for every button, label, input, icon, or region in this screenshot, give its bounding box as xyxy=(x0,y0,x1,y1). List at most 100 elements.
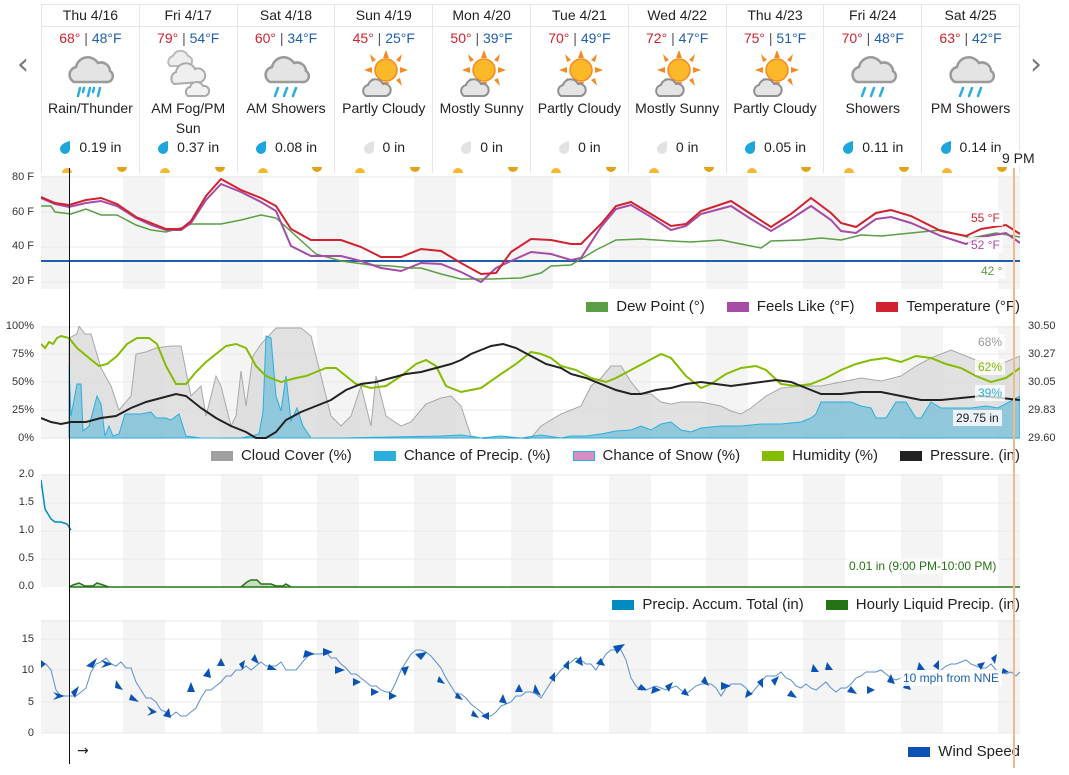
day-column[interactable]: Thu 4/23 75° | 51°F Partly Cloudy 0.05 in xyxy=(726,5,825,173)
high-temp: 45° xyxy=(352,30,374,46)
showers-icon xyxy=(824,48,921,98)
day-column[interactable]: Tue 4/21 70° | 49°F Partly Cloudy 0 in xyxy=(530,5,629,173)
raindrop-icon xyxy=(744,141,755,154)
raindrop-icon xyxy=(255,141,266,154)
y-tick: 1.0 xyxy=(18,524,34,536)
low-temp: 25°F xyxy=(385,30,415,46)
day-column[interactable]: Thu 4/16 68° | 48°F Rain/Thunder 0.19 in xyxy=(41,5,140,173)
next-days-button[interactable]: › xyxy=(1030,47,1042,82)
day-column[interactable]: Fri 4/24 70° | 48°F Showers 0.11 in xyxy=(824,5,923,173)
low-temp: 51°F xyxy=(776,30,807,46)
humidity-pressure-chart: 100% 75% 50% 25% 0% 30.50 30.27 30.05 29… xyxy=(0,318,1069,468)
raindrop-icon xyxy=(461,141,472,154)
y-tick: 0% xyxy=(18,432,34,444)
day-column[interactable]: Sun 4/19 45° | 25°F Partly Cloudy 0 in xyxy=(335,5,434,173)
precip-amount: 0 in xyxy=(335,138,432,156)
legend-wind-speed[interactable]: Wind Speed xyxy=(908,743,1020,760)
legend-dew-point[interactable]: Dew Point (°) xyxy=(586,298,705,315)
precip-amount: 0.19 in xyxy=(42,138,139,156)
sunrise-icon xyxy=(257,168,268,173)
raindrop-icon xyxy=(363,141,374,154)
precip-amount: 0.11 in xyxy=(824,138,921,156)
wind-chart: 15 10 5 0 xyxy=(0,614,1069,774)
precipitation-plot xyxy=(41,474,1020,588)
sunrise-icon xyxy=(942,168,953,173)
partly-cloudy-icon xyxy=(433,48,530,98)
condition-text: AM Fog/PM Sun xyxy=(151,100,226,136)
y-tick: 2.0 xyxy=(18,468,34,480)
legend-precip-chance[interactable]: Chance of Precip. (%) xyxy=(373,447,551,464)
y-tick-right: 29.60 xyxy=(1028,432,1056,444)
temperature-callout: 55 °F xyxy=(968,210,1003,226)
legend-pressure[interactable]: Pressure. (in) xyxy=(899,447,1020,464)
y-tick: 0.5 xyxy=(18,552,34,564)
precip-amount: 0.08 in xyxy=(238,138,335,156)
condition-text: Mostly Sunny xyxy=(635,100,720,116)
day-temps: 72° | 47°F xyxy=(646,30,709,46)
partly-cloudy-icon xyxy=(531,48,628,98)
y-tick: 100% xyxy=(5,320,34,332)
legend-cloud-cover[interactable]: Cloud Cover (%) xyxy=(210,447,352,464)
sunrise-icon xyxy=(453,168,464,173)
precip-amount: 0.37 in xyxy=(140,138,237,156)
day-column[interactable]: Sat 4/25 63° | 42°F PM Showers 0.14 in xyxy=(922,5,1020,173)
low-temp: 54°F xyxy=(189,30,220,46)
cloud-cover-callout: 68% xyxy=(975,334,1006,350)
low-temp: 49°F xyxy=(580,30,611,46)
sunrise-icon xyxy=(746,168,757,173)
partly-cloudy-icon xyxy=(335,48,432,98)
day-column[interactable]: Wed 4/22 72° | 47°F Mostly Sunny 0 in xyxy=(628,5,727,173)
showers-icon xyxy=(238,48,335,98)
sunset-icon xyxy=(116,167,127,172)
wind-legend: Wind Speed xyxy=(908,743,1020,760)
legend-snow-chance[interactable]: Chance of Snow (%) xyxy=(572,447,740,464)
y-tick: 5 xyxy=(27,696,34,708)
day-column[interactable]: Sat 4/18 60° | 34°F AM Showers 0.08 in xyxy=(237,5,336,173)
sunset-icon xyxy=(996,167,1007,172)
wind-callout: 10 mph from NNE xyxy=(900,670,1003,686)
day-name: Sat 4/25 xyxy=(922,5,1019,27)
high-temp: 79° xyxy=(157,30,179,46)
raindrop-icon xyxy=(158,141,169,154)
low-temp: 47°F xyxy=(678,30,709,46)
condition-text: Partly Cloudy xyxy=(342,100,426,116)
high-temp: 60° xyxy=(254,30,276,46)
legend-feels-like[interactable]: Feels Like (°F) xyxy=(726,298,854,315)
y-tick-right: 30.05 xyxy=(1028,376,1056,388)
legend-hourly-precip[interactable]: Hourly Liquid Precip. (in) xyxy=(825,596,1020,613)
raindrop-icon xyxy=(656,141,667,154)
y-tick: 1.5 xyxy=(18,496,34,508)
day-temps: 60° | 34°F xyxy=(254,30,318,46)
high-temp: 70° xyxy=(548,30,570,46)
legend-temperature[interactable]: Temperature (°F) xyxy=(876,298,1020,315)
day-name: Sat 4/18 xyxy=(237,5,335,27)
day-temps: 75° | 51°F xyxy=(743,30,807,46)
prev-days-button[interactable]: ‹ xyxy=(17,47,29,82)
day-temps: 79° | 54°F xyxy=(157,30,220,46)
condition-text: Showers xyxy=(845,100,900,116)
low-temp: 42°F xyxy=(972,30,1002,46)
day-name: Fri 4/17 xyxy=(139,5,237,27)
hourly-precip-callout: 0.01 in (9:00 PM-10:00 PM) xyxy=(846,558,1000,574)
day-column[interactable]: Fri 4/17 79° | 54°F AM Fog/PM Sun 0.37 in xyxy=(139,5,238,173)
precipitation-chart: 2.0 1.5 1.0 0.5 0.0 0.01 in (9:00 PM-10:… xyxy=(0,466,1069,616)
y-tick: 75% xyxy=(11,348,34,360)
y-tick: 25% xyxy=(11,404,34,416)
partly-cloudy-icon xyxy=(727,48,824,98)
sunset-icon xyxy=(605,167,616,172)
y-tick: 10 xyxy=(21,664,34,676)
legend-precip-accum[interactable]: Precip. Accum. Total (in) xyxy=(612,596,804,613)
low-temp: 34°F xyxy=(287,30,318,46)
precip-chance-callout: 39% xyxy=(975,385,1006,401)
sunrise-icon xyxy=(550,168,561,173)
day-column[interactable]: Mon 4/20 50° | 39°F Mostly Sunny 0 in xyxy=(433,5,531,173)
sunset-icon xyxy=(801,167,812,172)
legend-humidity[interactable]: Humidity (%) xyxy=(762,447,878,464)
pressure-callout: 29.75 in xyxy=(953,410,1002,426)
temperature-chart: 80 F 60 F 40 F 20 F 55 °F 52 °F 42 ° Dew… xyxy=(0,170,1069,320)
day-temps: 45° | 25°F xyxy=(352,30,415,46)
day-name: Sun 4/19 xyxy=(335,5,433,27)
precip-amount: 0 in xyxy=(531,138,628,156)
raindrop-icon xyxy=(843,141,854,154)
sunrise-icon xyxy=(62,168,72,173)
